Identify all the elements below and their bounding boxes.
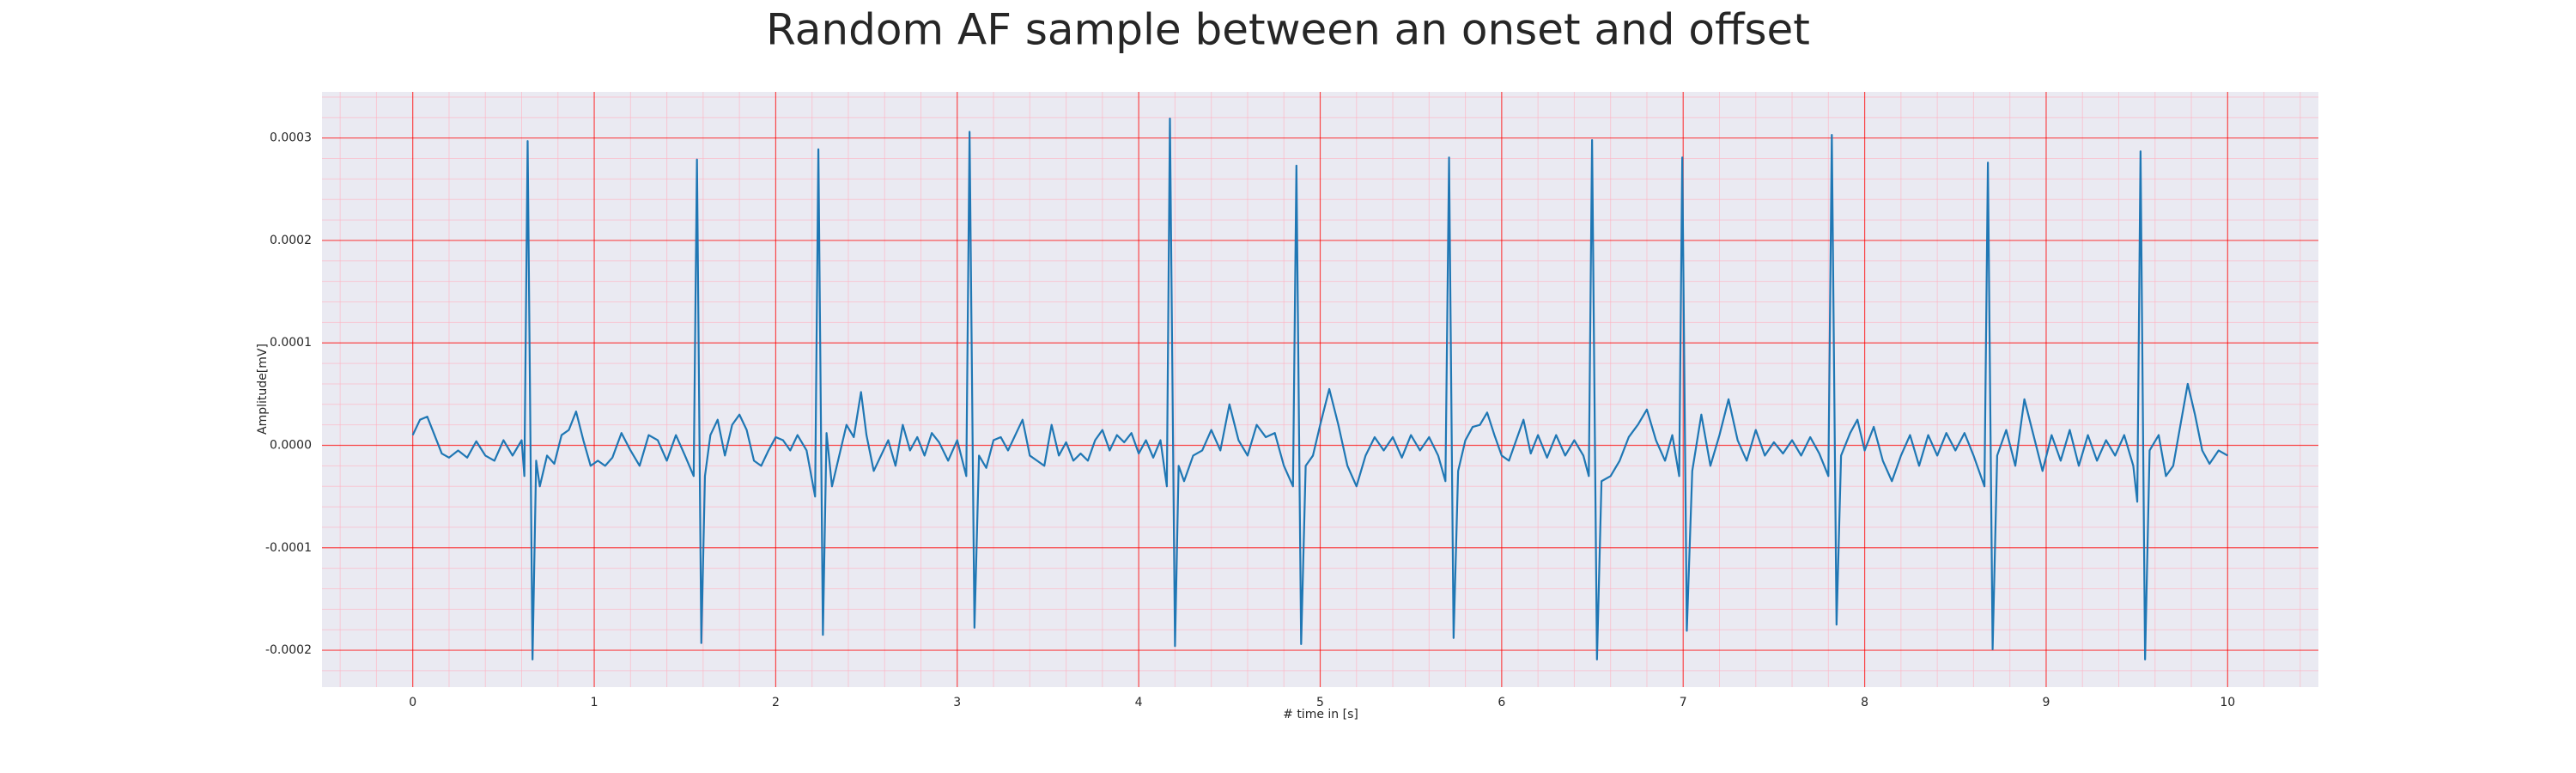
y-tick-label: 0.0000 [270,439,312,453]
x-tick-label: 4 [1135,696,1143,709]
x-tick-label: 8 [1861,696,1868,709]
x-tick-label: 9 [2042,696,2050,709]
x-tick-label: 6 [1498,696,1505,709]
x-tick-label: 0 [409,696,416,709]
x-tick-label: 10 [2220,696,2235,709]
y-tick-label: 0.0001 [270,336,312,350]
x-tick-label: 5 [1316,696,1324,709]
x-tick-label: 3 [953,696,961,709]
y-tick-label: -0.0001 [265,541,312,555]
y-axis-label: Amplitude[mV] [256,344,270,435]
signal-line [411,117,2228,660]
x-axis-label: # time in [s] [1283,708,1358,721]
chart-title: Random AF sample between an onset and of… [766,5,1810,55]
y-tick-label: -0.0002 [265,643,312,657]
x-tick-label: 2 [772,696,780,709]
y-tick-label: 0.0002 [270,234,312,247]
y-tick-label: 0.0003 [270,131,312,145]
x-tick-label: 7 [1680,696,1687,709]
plot-area [322,92,2318,687]
x-tick-label: 1 [591,696,598,709]
